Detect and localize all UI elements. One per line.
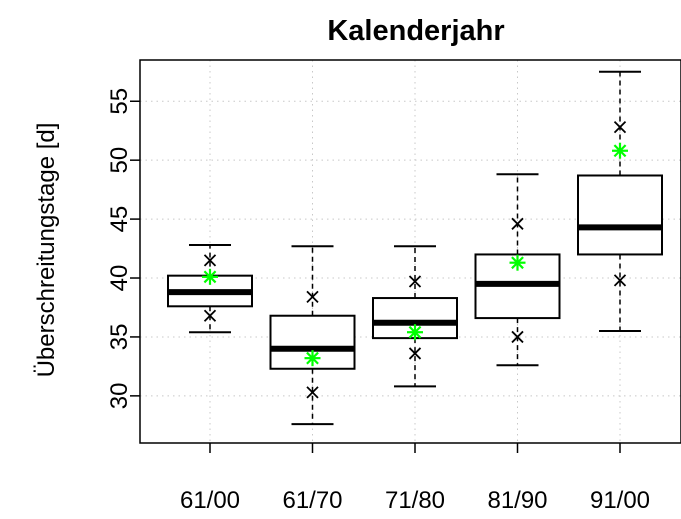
- x-marker-stroke: [613, 274, 627, 287]
- x-marker-stroke: [511, 330, 524, 344]
- x-marker-stroke: [203, 309, 217, 322]
- x-tick-label: 61/70: [282, 487, 342, 514]
- x-marker: [511, 330, 524, 344]
- x-marker: [203, 254, 217, 267]
- x-marker-stroke: [511, 217, 524, 230]
- x-marker: [306, 290, 319, 304]
- y-tick-label: 40: [106, 265, 133, 292]
- x-marker: [511, 217, 524, 230]
- boxes: [167, 70, 663, 426]
- y-axis: 30 35 40 45 50 55: [106, 88, 140, 409]
- star-marker: [509, 254, 526, 271]
- star-marker: [202, 268, 218, 285]
- x-axis: 61/00 61/70 71/80 81/90 91/00: [180, 443, 650, 514]
- x-marker-stroke: [306, 386, 319, 399]
- star-marker: [407, 324, 423, 341]
- x-marker-stroke: [203, 254, 217, 267]
- x-tick-label: 61/00: [180, 487, 240, 514]
- x-tick-label: 81/90: [487, 487, 547, 514]
- x-marker: [306, 386, 319, 399]
- x-marker: [408, 347, 422, 360]
- x-tick-label: 71/80: [385, 487, 445, 514]
- x-marker: [408, 275, 422, 288]
- chart-title: Kalenderjahr: [327, 15, 504, 47]
- y-tick-label: 35: [106, 324, 133, 351]
- y-tick-label: 55: [106, 88, 133, 115]
- x-marker-stroke: [408, 347, 422, 360]
- x-marker: [613, 274, 627, 287]
- x-marker-stroke: [306, 290, 319, 304]
- y-axis-label: Überschreitungstage [d]: [33, 123, 60, 378]
- box: [577, 174, 663, 256]
- markers: [202, 121, 628, 399]
- star-marker: [304, 350, 321, 367]
- x-marker: [203, 309, 217, 322]
- x-marker-stroke: [613, 121, 627, 134]
- x-tick-label: 91/00: [590, 487, 650, 514]
- star-marker: [612, 142, 628, 159]
- plot-frame: [139, 59, 681, 444]
- y-tick-label: 45: [106, 206, 133, 233]
- x-marker: [613, 121, 627, 134]
- y-tick-label: 50: [106, 147, 133, 174]
- x-marker-stroke: [408, 275, 422, 288]
- y-tick-label: 30: [106, 383, 133, 410]
